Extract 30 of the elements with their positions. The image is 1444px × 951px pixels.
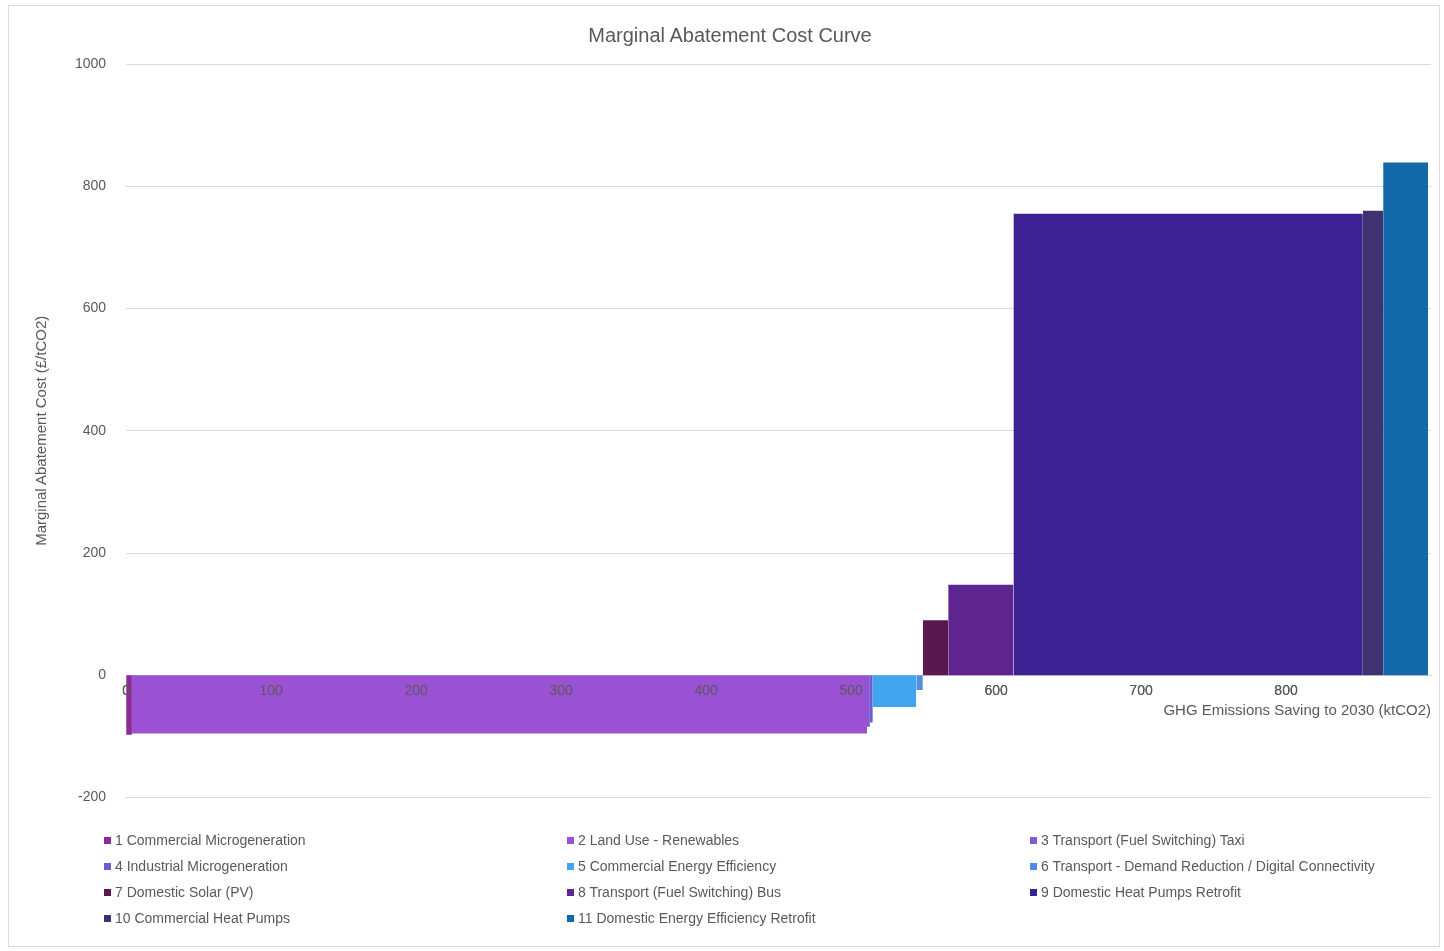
legend-label: 11 Domestic Energy Efficiency Retrofit	[578, 910, 816, 926]
legend-label: 9 Domestic Heat Pumps Retrofit	[1041, 884, 1241, 900]
y-tick-label: 1000	[74, 54, 107, 71]
x-tick-label: 100	[259, 681, 284, 698]
legend-label: 4 Industrial Microgeneration	[115, 858, 288, 874]
chart-title: Marginal Abatement Cost Curve	[588, 23, 872, 46]
legend-label: 5 Commercial Energy Efficiency	[578, 858, 777, 874]
y-tick-label: 400	[82, 421, 107, 438]
legend-label: 10 Commercial Heat Pumps	[115, 910, 291, 926]
x-axis-title: GHG Emissions Saving to 2030 (ktCO2)	[1163, 701, 1431, 719]
legend-label: 1 Commercial Microgeneration	[115, 832, 306, 848]
x-tick-label: 800	[1274, 681, 1298, 698]
y-axis-title: Marginal Abatement Cost (£/tCO2)	[32, 315, 50, 546]
x-tick-label: 200	[404, 681, 429, 698]
y-tick-label: 0	[98, 666, 107, 683]
x-tick-label: 400	[694, 681, 718, 698]
legend-label: 7 Domestic Solar (PV)	[115, 884, 254, 900]
x-tick-label: 600	[984, 681, 1008, 698]
x-tick-label: 700	[1129, 681, 1153, 698]
legend-label: 3 Transport (Fuel Switching) Taxi	[1041, 832, 1245, 848]
legend-label: 6 Transport - Demand Reduction / Digital Connectivity	[1041, 858, 1375, 874]
x-tick-label: 300	[549, 681, 573, 698]
y-tick-label: 600	[82, 299, 107, 316]
legend-label: 8 Transport (Fuel Switching) Bus	[578, 884, 782, 900]
legend-label: 2 Land Use - Renewables	[578, 832, 740, 848]
y-tick-label: 200	[82, 543, 107, 560]
y-tick-label: -200	[78, 788, 107, 805]
x-tick-label: 0	[122, 681, 131, 698]
x-tick-label: 500	[839, 681, 863, 698]
y-tick-label: 800	[82, 177, 107, 194]
